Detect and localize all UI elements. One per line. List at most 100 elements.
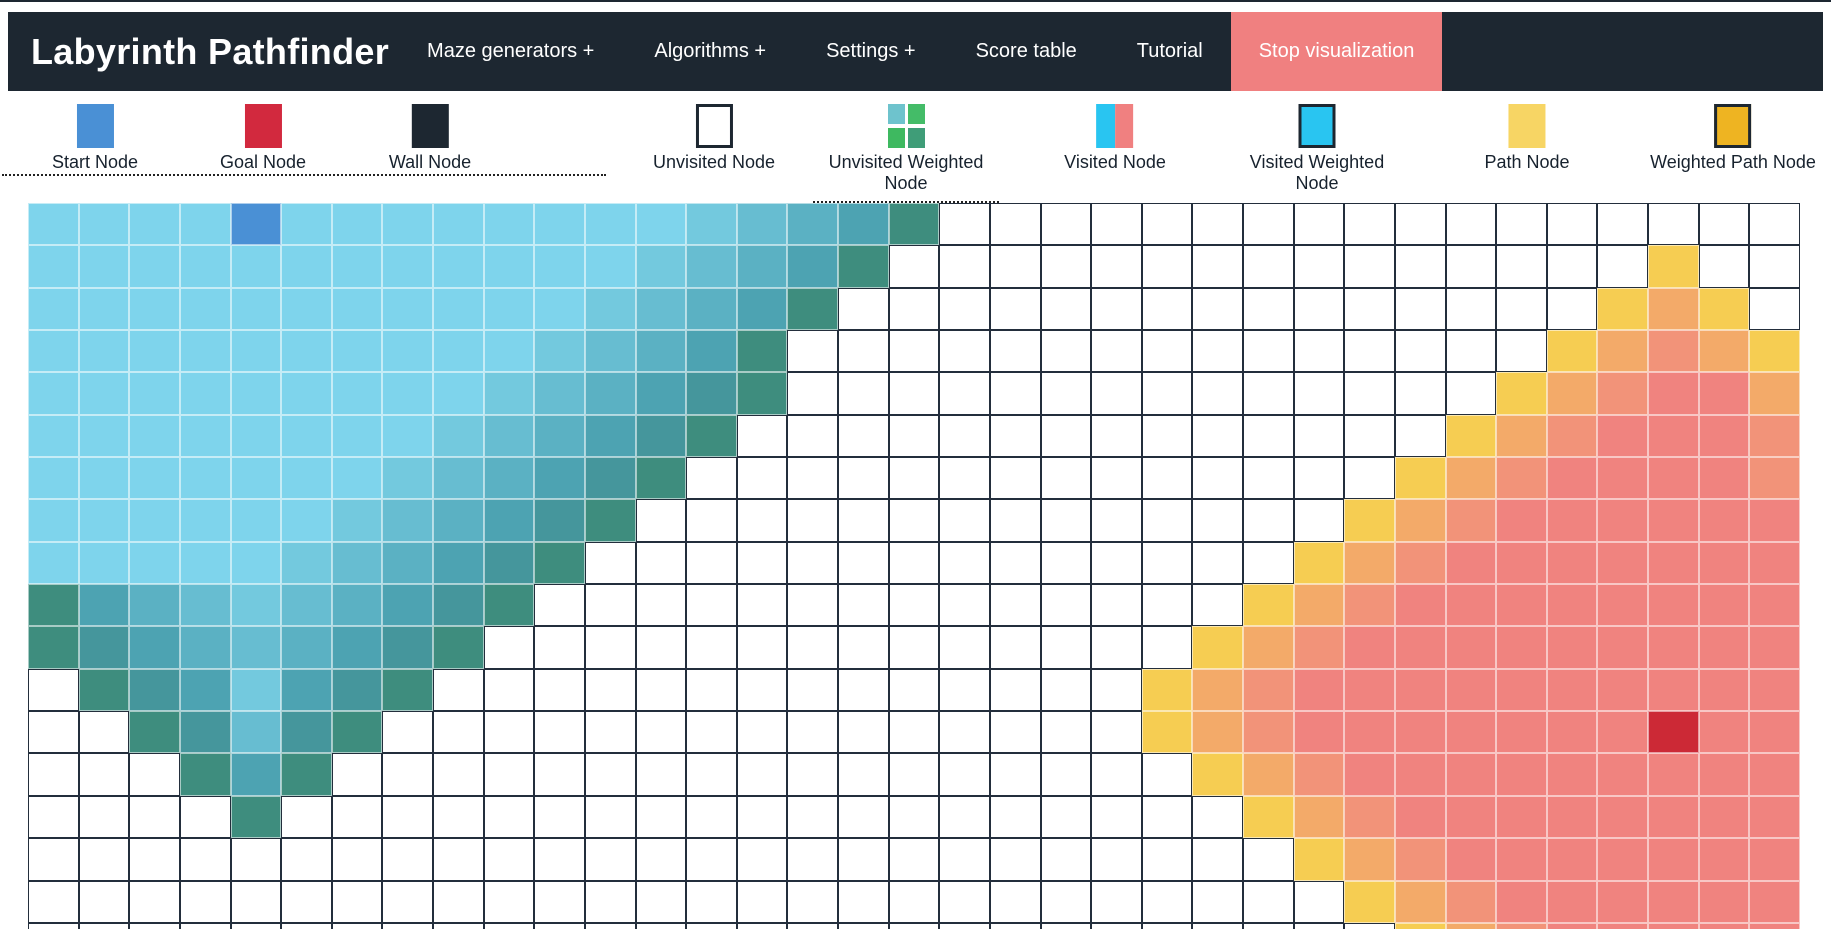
- unvisited-cell[interactable]: [989, 584, 1041, 627]
- unvisited-cell[interactable]: [1141, 922, 1193, 929]
- unvisited-cell[interactable]: [939, 245, 990, 288]
- visited-start-region-cell[interactable]: [129, 711, 180, 754]
- unvisited-cell[interactable]: [635, 838, 687, 881]
- unvisited-cell[interactable]: [1344, 330, 1395, 373]
- unvisited-cell[interactable]: [1192, 838, 1243, 881]
- stop-visualization-button[interactable]: Stop visualization: [1230, 12, 1443, 91]
- unvisited-cell[interactable]: [1243, 372, 1294, 415]
- unvisited-cell[interactable]: [1141, 457, 1193, 500]
- unvisited-cell[interactable]: [534, 626, 585, 669]
- unvisited-cell[interactable]: [78, 753, 130, 796]
- visited-start-region-cell[interactable]: [78, 330, 130, 373]
- unvisited-cell[interactable]: [1040, 795, 1092, 839]
- unvisited-cell[interactable]: [78, 838, 130, 881]
- unvisited-cell[interactable]: [736, 668, 788, 712]
- unvisited-cell[interactable]: [1040, 626, 1092, 669]
- visited-goal-region-cell[interactable]: [1648, 838, 1699, 881]
- unvisited-cell[interactable]: [129, 753, 180, 796]
- unvisited-cell[interactable]: [686, 753, 737, 796]
- visited-start-region-cell[interactable]: [331, 203, 383, 246]
- visited-goal-region-cell[interactable]: [1546, 795, 1598, 839]
- visited-goal-region-cell[interactable]: [1445, 711, 1497, 754]
- visited-start-region-cell[interactable]: [382, 287, 433, 331]
- visited-goal-region-cell[interactable]: [1648, 457, 1699, 500]
- visited-salmon-cell[interactable]: [1293, 753, 1345, 796]
- unvisited-cell[interactable]: [989, 541, 1041, 585]
- unvisited-cell[interactable]: [888, 541, 940, 585]
- visited-frontier-cell[interactable]: [1192, 753, 1243, 796]
- visited-start-region-cell[interactable]: [686, 245, 737, 288]
- unvisited-cell[interactable]: [939, 711, 990, 754]
- visited-start-region-cell[interactable]: [230, 287, 282, 331]
- visited-start-region-cell[interactable]: [129, 372, 180, 415]
- unvisited-cell[interactable]: [838, 922, 889, 929]
- unvisited-cell[interactable]: [736, 541, 788, 585]
- visited-orange-cell[interactable]: [1394, 499, 1446, 542]
- unvisited-cell[interactable]: [1141, 838, 1193, 881]
- unvisited-cell[interactable]: [534, 668, 585, 712]
- visited-start-region-cell[interactable]: [331, 245, 383, 288]
- unvisited-cell[interactable]: [78, 880, 130, 923]
- unvisited-cell[interactable]: [1293, 880, 1345, 923]
- visited-start-region-cell[interactable]: [534, 499, 585, 542]
- unvisited-cell[interactable]: [483, 880, 535, 923]
- visited-goal-region-cell[interactable]: [1496, 711, 1547, 754]
- unvisited-cell[interactable]: [1698, 245, 1750, 288]
- unvisited-cell[interactable]: [1040, 838, 1092, 881]
- visited-goal-region-cell[interactable]: [1597, 753, 1648, 796]
- unvisited-cell[interactable]: [939, 330, 990, 373]
- unvisited-cell[interactable]: [1091, 795, 1142, 839]
- unvisited-cell[interactable]: [433, 668, 484, 712]
- unvisited-cell[interactable]: [1749, 287, 1800, 331]
- unvisited-cell[interactable]: [736, 414, 788, 458]
- visited-goal-region-cell[interactable]: [1698, 626, 1750, 669]
- visited-goal-region-cell[interactable]: [1698, 414, 1750, 458]
- visited-start-region-cell[interactable]: [483, 330, 535, 373]
- visited-start-region-cell[interactable]: [281, 457, 332, 500]
- unvisited-cell[interactable]: [1445, 203, 1497, 246]
- unvisited-cell[interactable]: [838, 626, 889, 669]
- visited-start-region-cell[interactable]: [787, 245, 838, 288]
- visited-start-region-cell[interactable]: [483, 457, 535, 500]
- visited-start-region-cell[interactable]: [28, 541, 79, 585]
- unvisited-cell[interactable]: [483, 922, 535, 929]
- visited-start-region-cell[interactable]: [230, 330, 282, 373]
- visited-start-region-cell[interactable]: [281, 499, 332, 542]
- visited-goal-region-cell[interactable]: [1597, 668, 1648, 712]
- unvisited-cell[interactable]: [1040, 414, 1092, 458]
- visited-start-region-cell[interactable]: [179, 414, 231, 458]
- unvisited-cell[interactable]: [736, 711, 788, 754]
- unvisited-cell[interactable]: [989, 287, 1041, 331]
- unvisited-cell[interactable]: [1040, 287, 1092, 331]
- visited-start-region-cell[interactable]: [686, 203, 737, 246]
- unvisited-cell[interactable]: [28, 753, 79, 796]
- visited-start-region-cell[interactable]: [686, 372, 737, 415]
- visited-goal-region-cell[interactable]: [1749, 584, 1800, 627]
- unvisited-cell[interactable]: [888, 584, 940, 627]
- unvisited-cell[interactable]: [1192, 245, 1243, 288]
- visited-goal-region-cell[interactable]: [1293, 668, 1345, 712]
- visited-start-region-cell[interactable]: [331, 372, 383, 415]
- visited-frontier-cell[interactable]: [1243, 795, 1294, 839]
- unvisited-cell[interactable]: [1597, 203, 1648, 246]
- unvisited-cell[interactable]: [584, 753, 636, 796]
- visited-goal-region-cell[interactable]: [1648, 753, 1699, 796]
- unvisited-cell[interactable]: [686, 838, 737, 881]
- unvisited-cell[interactable]: [281, 880, 332, 923]
- visited-orange-cell[interactable]: [1445, 457, 1497, 500]
- unvisited-cell[interactable]: [1091, 753, 1142, 796]
- visited-start-region-cell[interactable]: [736, 245, 788, 288]
- unvisited-cell[interactable]: [1091, 922, 1142, 929]
- visited-start-region-cell[interactable]: [179, 499, 231, 542]
- visited-start-region-cell[interactable]: [534, 457, 585, 500]
- visited-start-region-cell[interactable]: [331, 287, 383, 331]
- visited-salmon-cell[interactable]: [1394, 838, 1446, 881]
- unvisited-cell[interactable]: [1344, 287, 1395, 331]
- visited-orange-cell[interactable]: [1445, 922, 1497, 929]
- visited-goal-region-cell[interactable]: [1648, 922, 1699, 929]
- visited-start-region-cell[interactable]: [382, 330, 433, 373]
- visited-start-region-cell[interactable]: [736, 203, 788, 246]
- unvisited-cell[interactable]: [584, 922, 636, 929]
- visited-start-region-cell[interactable]: [382, 203, 433, 246]
- unvisited-cell[interactable]: [787, 499, 838, 542]
